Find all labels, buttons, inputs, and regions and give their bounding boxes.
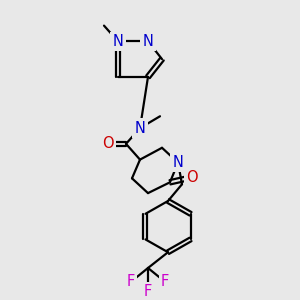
Text: N: N [112,34,123,49]
Text: N: N [142,34,153,49]
Text: F: F [144,284,152,299]
Text: O: O [102,136,114,151]
Text: F: F [161,274,169,289]
Text: F: F [127,274,135,289]
Text: N: N [172,155,183,170]
Text: N: N [135,121,146,136]
Text: O: O [186,170,198,185]
